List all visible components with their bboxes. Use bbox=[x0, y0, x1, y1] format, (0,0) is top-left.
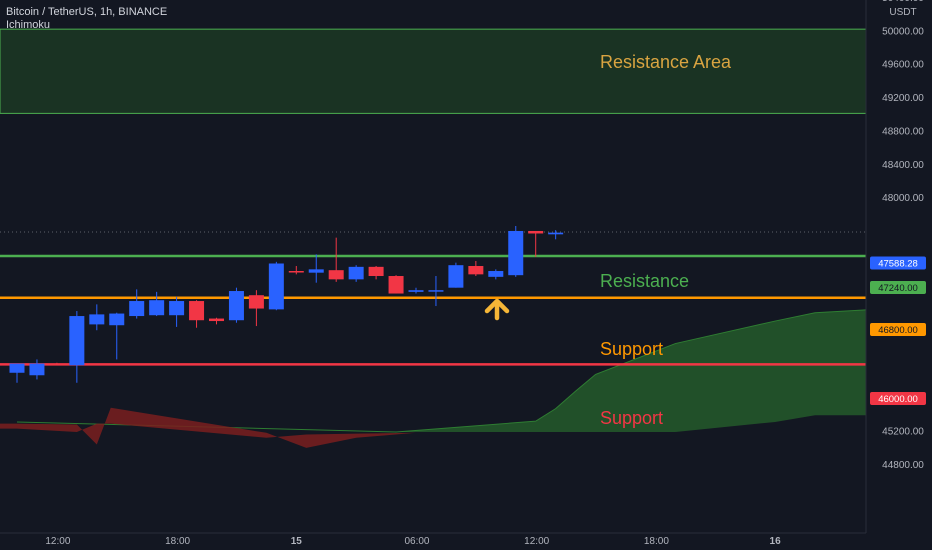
price-tag-label: 47588.28 bbox=[878, 259, 918, 270]
candle[interactable] bbox=[488, 269, 504, 280]
candle-body bbox=[169, 301, 185, 316]
candle-body bbox=[328, 270, 344, 280]
candle-body bbox=[528, 230, 544, 234]
candle-body bbox=[89, 314, 105, 325]
candle[interactable] bbox=[268, 261, 284, 311]
time-tick-label: 06:00 bbox=[404, 536, 429, 547]
price-tick-label: 49200.00 bbox=[882, 93, 924, 104]
candle[interactable] bbox=[308, 254, 324, 283]
candle[interactable] bbox=[29, 359, 45, 380]
price-tag-bg bbox=[870, 392, 926, 405]
candle-body bbox=[129, 301, 145, 317]
candle[interactable] bbox=[508, 225, 524, 277]
candle[interactable] bbox=[468, 261, 484, 277]
candle[interactable] bbox=[89, 304, 105, 331]
candle-body bbox=[508, 230, 524, 276]
candle[interactable] bbox=[189, 300, 205, 328]
time-tick-label: 12:00 bbox=[524, 536, 549, 547]
price-tick-label: 50000.00 bbox=[882, 26, 924, 37]
candle[interactable] bbox=[348, 265, 364, 282]
price-tag-bg bbox=[870, 281, 926, 294]
price-tick-label: 45200.00 bbox=[882, 427, 924, 438]
price-tag-bg bbox=[870, 256, 926, 270]
time-tick-label: 16 bbox=[770, 536, 782, 547]
candle-body bbox=[288, 271, 304, 273]
candle[interactable] bbox=[368, 266, 384, 280]
candle[interactable] bbox=[248, 290, 264, 327]
candle-body bbox=[29, 363, 45, 376]
candle-body bbox=[348, 266, 364, 280]
candle-body bbox=[9, 363, 25, 373]
candle-body bbox=[448, 265, 464, 288]
candle-body bbox=[388, 276, 404, 294]
candle-body bbox=[69, 316, 85, 366]
candle-body bbox=[428, 290, 444, 292]
candle[interactable] bbox=[448, 262, 464, 288]
candle-body bbox=[368, 266, 384, 277]
resistance-label: Resistance bbox=[600, 271, 689, 291]
symbol-title: Bitcoin / TetherUS, 1h, BINANCE bbox=[6, 6, 168, 18]
candle-body bbox=[488, 271, 504, 277]
candle-body bbox=[228, 291, 244, 321]
candle[interactable] bbox=[49, 362, 65, 366]
price-tag-label: 46000.00 bbox=[878, 394, 918, 405]
candle[interactable] bbox=[408, 287, 424, 294]
price-tick-label: 44800.00 bbox=[882, 460, 924, 471]
support-label-red: Support bbox=[600, 408, 663, 428]
candle-body bbox=[468, 266, 484, 275]
resistance-area-box[interactable] bbox=[0, 28, 867, 114]
candle[interactable] bbox=[428, 276, 444, 307]
candle-body bbox=[49, 363, 65, 366]
candle[interactable] bbox=[388, 275, 404, 294]
candle[interactable] bbox=[149, 291, 165, 317]
time-tick-label: 12:00 bbox=[45, 536, 70, 547]
candle-body bbox=[248, 295, 264, 309]
price-tag: 46000.00 bbox=[870, 392, 926, 405]
candle[interactable] bbox=[9, 363, 25, 383]
price-tick-label: 48000.00 bbox=[882, 193, 924, 204]
candle[interactable] bbox=[528, 230, 544, 257]
candle[interactable] bbox=[288, 266, 304, 275]
candle-body bbox=[308, 269, 324, 273]
candle[interactable] bbox=[109, 312, 125, 360]
ichimoku-cloud-bullish bbox=[17, 309, 895, 432]
indicator-label[interactable]: Ichimoku bbox=[6, 19, 51, 31]
price-tag-label: 47240.00 bbox=[878, 283, 918, 294]
candle[interactable] bbox=[328, 237, 344, 282]
ichimoku-cloud-bearish bbox=[0, 407, 416, 448]
candle[interactable] bbox=[548, 230, 564, 240]
resistance-area-label: Resistance Area bbox=[600, 52, 732, 72]
candle-body bbox=[408, 290, 424, 292]
support-label-orange: Support bbox=[600, 339, 663, 359]
price-tick-label: 50400.00 bbox=[882, 0, 924, 4]
price-tag-label: 46800.00 bbox=[878, 325, 918, 336]
price-tag: 46800.00 bbox=[870, 323, 926, 336]
candle-body bbox=[109, 313, 125, 326]
price-tick-label: 48400.00 bbox=[882, 160, 924, 171]
candle[interactable] bbox=[129, 289, 145, 319]
candle[interactable] bbox=[209, 317, 224, 325]
candle[interactable] bbox=[169, 296, 185, 327]
candle-body bbox=[189, 301, 205, 321]
price-tag-bg bbox=[870, 323, 926, 336]
price-tick-label: 48800.00 bbox=[882, 126, 924, 137]
time-tick-label: 18:00 bbox=[644, 536, 669, 547]
candle-body bbox=[149, 300, 165, 316]
candle-body bbox=[548, 232, 564, 235]
price-axis[interactable] bbox=[866, 0, 932, 550]
candle[interactable] bbox=[228, 287, 244, 323]
breakout-arrow-icon bbox=[484, 298, 510, 321]
price-tag: 47240.00 bbox=[870, 281, 926, 294]
price-tick-label: 49600.00 bbox=[882, 60, 924, 71]
candle-body bbox=[209, 318, 224, 322]
time-axis[interactable] bbox=[0, 533, 932, 550]
time-tick-label: 18:00 bbox=[165, 536, 190, 547]
price-tag: 47588.28 bbox=[870, 256, 926, 270]
candle-body bbox=[268, 263, 284, 310]
candle[interactable] bbox=[69, 311, 85, 383]
time-tick-label: 15 bbox=[291, 536, 303, 547]
price-axis-unit: USDT bbox=[889, 7, 916, 18]
